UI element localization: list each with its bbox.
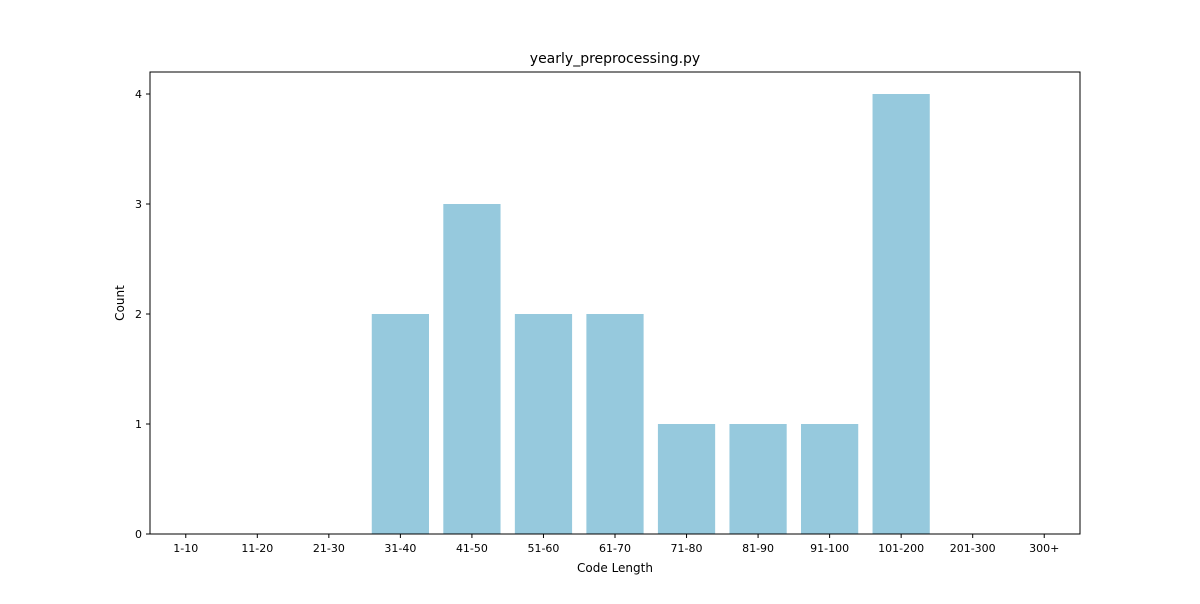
chart-title: yearly_preprocessing.py [530, 51, 700, 67]
bar-81-90 [729, 424, 787, 534]
y-axis-ticks: 0 1 2 3 4 [135, 88, 150, 541]
bar-61-70 [586, 314, 644, 534]
y-axis-label: Count [113, 285, 127, 321]
bar-31-40 [371, 314, 429, 534]
x-tick-label: 11-20 [241, 542, 273, 555]
y-tick-label: 3 [135, 198, 142, 211]
x-axis-ticks: 1-10 11-20 21-30 31-40 41-50 51-60 61-70 71-80 8… [173, 534, 1059, 555]
x-tick-label: 91-100 [810, 542, 849, 555]
x-tick-label: 61-70 [599, 542, 631, 555]
x-tick-label: 41-50 [456, 542, 488, 555]
x-tick-label: 300+ [1029, 542, 1059, 555]
x-tick-label: 71-80 [671, 542, 703, 555]
x-tick-label: 31-40 [384, 542, 416, 555]
x-tick-label: 81-90 [742, 542, 774, 555]
x-tick-label: 21-30 [313, 542, 345, 555]
x-tick-label: 101-200 [878, 542, 924, 555]
bar-71-80 [657, 424, 716, 534]
y-tick-label: 0 [135, 528, 142, 541]
bar-91-100 [801, 424, 859, 534]
x-tick-label: 1-10 [173, 542, 198, 555]
y-tick-label: 2 [135, 308, 142, 321]
y-tick-label: 1 [135, 418, 142, 431]
y-tick-label: 4 [135, 88, 142, 101]
x-tick-label: 201-300 [950, 542, 996, 555]
x-tick-label: 51-60 [527, 542, 559, 555]
bar-41-50 [443, 204, 501, 534]
bar-101-200 [872, 94, 930, 534]
bars-group [371, 94, 930, 534]
bar-51-60 [514, 314, 573, 534]
x-axis-label: Code Length [577, 561, 653, 575]
